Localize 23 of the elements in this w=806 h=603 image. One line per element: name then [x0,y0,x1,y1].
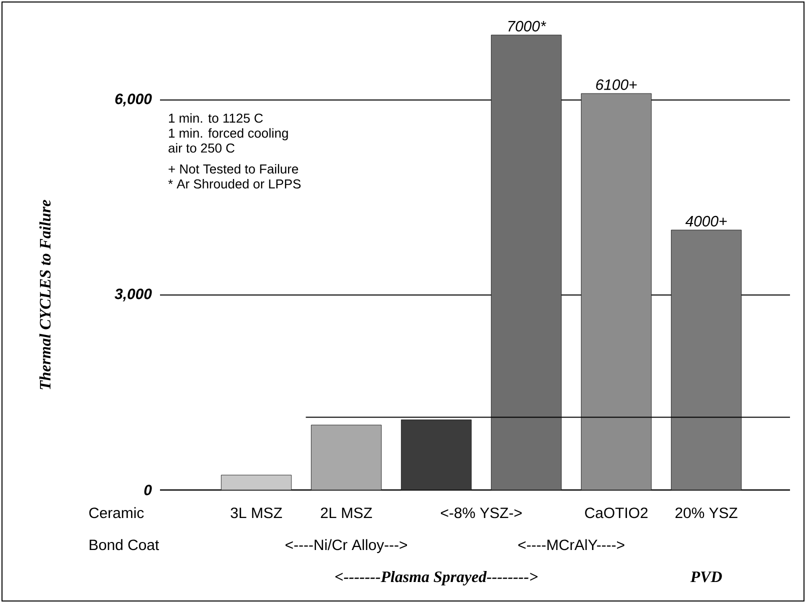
text: <----Ni/Cr Alloy---> [286,539,407,554]
data-label: 4000+ [685,216,727,226]
y-axis-title: Thermal CYCLES to Failure [39,200,51,390]
text: <-------Plasma Sprayed--------> [335,570,538,586]
annotation: * Ar Shrouded or LPPS [168,179,301,189]
x-tick-label: 20% YSZ [675,508,738,518]
annotation: 1 min. forced cooling [169,128,288,140]
x-axis-title: Ceramic [89,507,144,518]
text: Bond Coat [90,539,160,550]
x-tick-label: 3L MSZ [230,508,282,518]
annotation: 1 min. to 1125 C [169,113,263,123]
y-tick-label: 0 [144,484,152,496]
annotation: + Not Tested to Failure [168,164,298,174]
y-tick-label: 3,000 [114,288,152,302]
y-tick-label: 6,000 [115,94,152,106]
x-tick-label: <-8% YSZ-> [440,508,522,518]
data-label: 6100+ [596,79,637,90]
x-tick-label: CaOTIO2 [585,508,648,518]
text: <----MCrAlY----> [518,539,624,550]
data-label: 7000* [508,20,546,32]
text: PVD [690,572,722,582]
annotation: air to 250 C [168,143,234,153]
x-tick-label: 2L MSZ [320,508,372,518]
